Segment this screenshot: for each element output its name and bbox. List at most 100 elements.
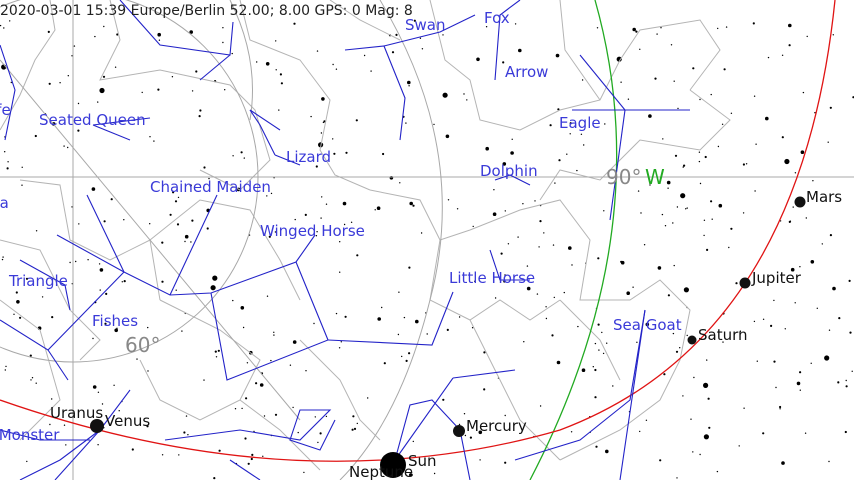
star: [845, 385, 848, 388]
star: [773, 360, 776, 363]
star: [161, 454, 164, 456]
star: [814, 112, 816, 114]
planet-saturn[interactable]: [687, 335, 697, 345]
star: [320, 132, 323, 134]
star: [504, 461, 507, 464]
star: [466, 99, 468, 101]
star: [539, 405, 542, 407]
star: [469, 436, 472, 439]
star: [663, 373, 666, 376]
star: [102, 75, 106, 78]
star: [848, 279, 851, 282]
constellation-lines: [0, 0, 690, 480]
star: [214, 350, 217, 353]
star: [730, 227, 733, 230]
star: [832, 34, 834, 36]
star: [212, 275, 218, 281]
star: [539, 220, 542, 223]
star: [323, 120, 326, 123]
sun[interactable]: [380, 452, 406, 478]
star: [456, 208, 459, 210]
star: [251, 453, 254, 456]
star: [189, 184, 192, 187]
star: [779, 405, 782, 409]
star: [21, 184, 23, 186]
star: [63, 424, 66, 426]
star: [222, 27, 224, 29]
star: [262, 455, 264, 457]
star: [9, 20, 11, 22]
star: [676, 477, 678, 479]
star: [178, 454, 180, 456]
star: [408, 266, 411, 269]
star: [206, 227, 209, 230]
constellation-label: Eagle: [559, 114, 601, 132]
star: [289, 364, 292, 366]
star: [6, 167, 9, 170]
star: [458, 423, 461, 426]
star: [706, 359, 708, 361]
star: [322, 121, 325, 124]
star: [320, 217, 322, 219]
star: [704, 155, 707, 159]
star: [612, 385, 614, 387]
star: [49, 423, 51, 426]
star: [339, 241, 341, 243]
star: [232, 299, 234, 302]
star: [304, 213, 307, 216]
star: [703, 382, 709, 388]
star: [627, 98, 630, 100]
star: [222, 41, 224, 44]
star: [637, 190, 640, 192]
star: [683, 164, 686, 167]
star: [231, 52, 233, 55]
star: [838, 317, 841, 320]
star: [3, 151, 6, 153]
star: [753, 95, 756, 97]
star: [391, 51, 395, 54]
star: [790, 267, 795, 272]
star: [21, 166, 23, 168]
planet-venus[interactable]: [90, 419, 104, 433]
star: [538, 246, 540, 248]
star: [332, 63, 334, 66]
star: [788, 23, 792, 28]
star: [784, 328, 786, 330]
star: [310, 115, 312, 118]
star: [345, 151, 348, 154]
star: [203, 379, 205, 381]
star: [703, 219, 706, 221]
planet-mars[interactable]: [794, 196, 806, 208]
star: [605, 449, 609, 454]
star: [399, 182, 401, 184]
star: [278, 109, 280, 111]
star: [595, 445, 598, 448]
star: [121, 281, 124, 283]
meridian-line: [529, 0, 618, 480]
star: [59, 82, 61, 84]
star: [494, 297, 497, 299]
star: [297, 431, 299, 434]
star: [557, 54, 560, 57]
star: [789, 220, 792, 222]
star: [65, 444, 67, 446]
planet-jupiter[interactable]: [739, 277, 751, 289]
planet-mercury[interactable]: [453, 425, 465, 437]
star: [242, 326, 245, 329]
star: [682, 395, 684, 397]
star: [92, 385, 97, 389]
star: [187, 434, 189, 436]
star: [97, 444, 99, 446]
star: [184, 234, 189, 239]
star: [118, 410, 120, 412]
star: [273, 331, 275, 333]
star: [319, 432, 322, 435]
star: [645, 419, 648, 421]
star: [503, 280, 506, 283]
star: [673, 80, 675, 82]
star: [827, 141, 829, 143]
star: [13, 313, 15, 315]
star: [244, 437, 247, 440]
star: [679, 347, 681, 349]
